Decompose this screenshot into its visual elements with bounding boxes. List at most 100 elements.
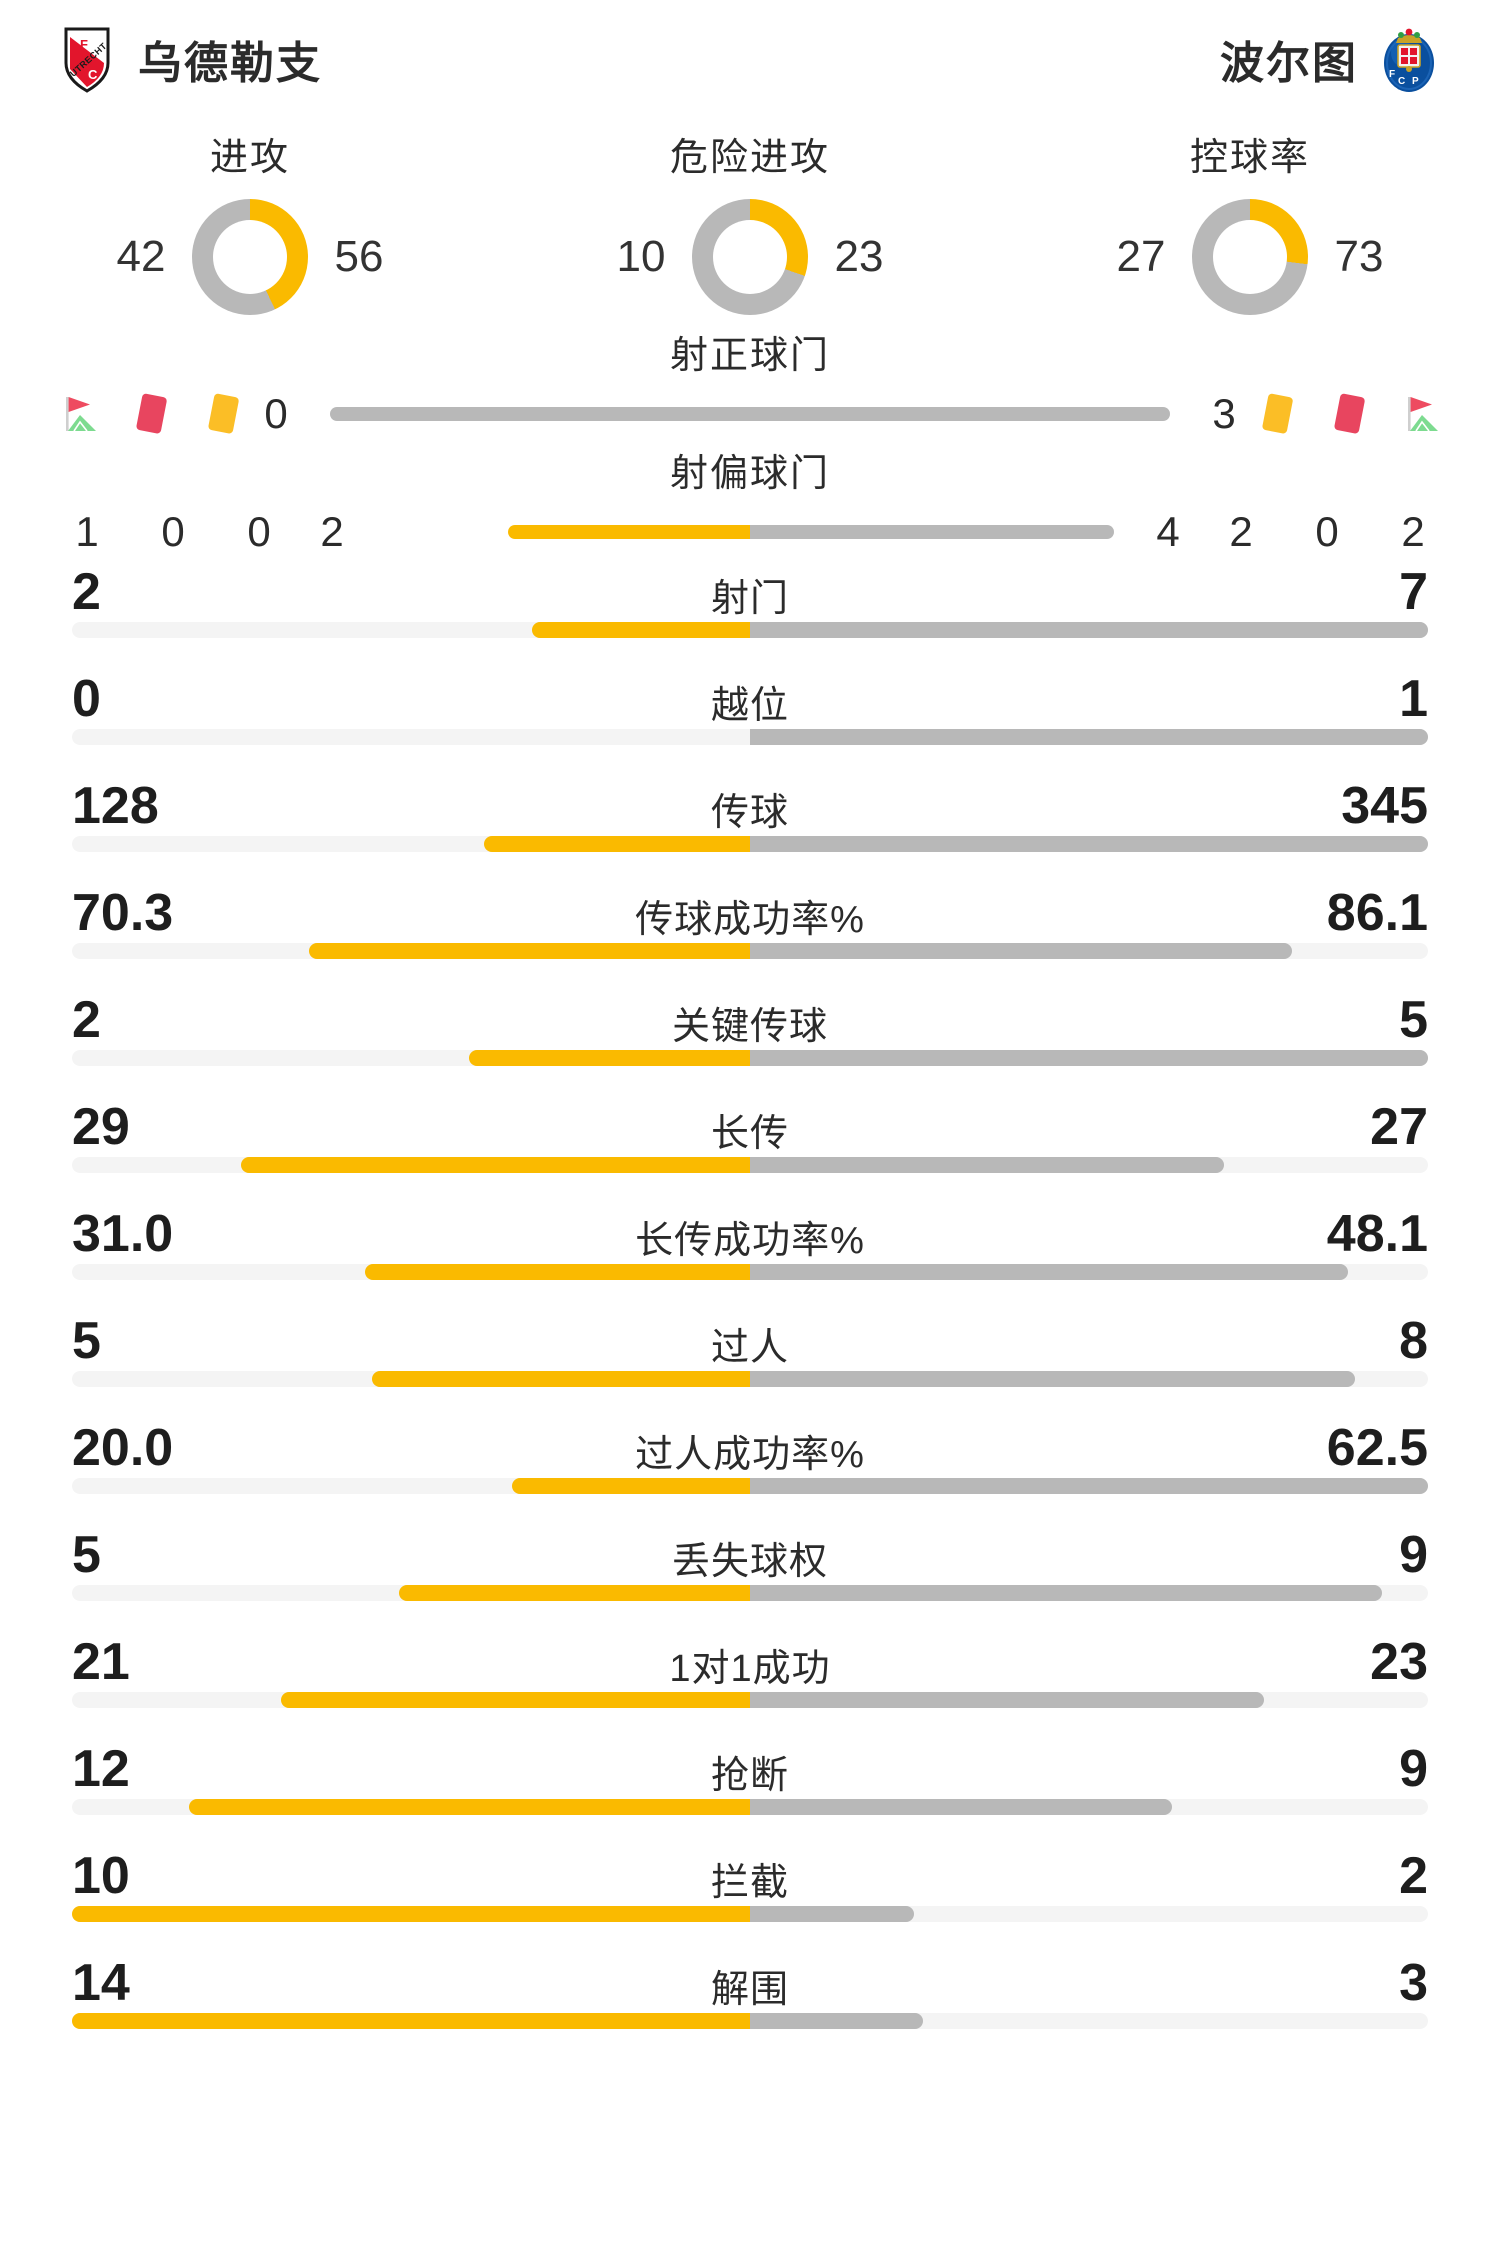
fc-porto-crest-icon: F C P: [1380, 23, 1438, 95]
away-team[interactable]: 波尔图 F C P: [1220, 23, 1438, 95]
shots-off-target-home: 2: [320, 508, 344, 555]
shots-on-target-home: 0: [264, 390, 288, 437]
yellow-card-icon: [208, 393, 239, 434]
away-red-cards-count: 0: [1315, 508, 1339, 555]
bar-home-fill: [371, 1371, 750, 1387]
stat-row: 20.0 过人成功率% 62.5: [0, 1406, 1500, 1513]
bar-away-fill: [750, 622, 1428, 638]
donut-stat-attack: 进攻 42 56: [0, 126, 500, 318]
stat-row: 70.3 传球成功率% 86.1: [0, 871, 1500, 978]
donut-home-value: 27: [1116, 232, 1166, 281]
stat-row: 5 过人 8: [0, 1299, 1500, 1406]
away-discipline-icons: [1254, 389, 1500, 439]
stat-away-value: 48.1: [1326, 1205, 1428, 1263]
bar-home-fill: [240, 1157, 750, 1173]
stat-home-value: 14: [72, 1954, 130, 2012]
bar-away-fill: [750, 1050, 1428, 1066]
shots-on-target-label: 射正球门: [669, 335, 830, 377]
away-corners-count: 2: [1401, 508, 1425, 555]
stat-label: 1对1成功: [669, 1648, 831, 1690]
stat-away-value: 345: [1341, 777, 1428, 835]
svg-text:F: F: [1389, 69, 1395, 80]
home-team[interactable]: F C UTRECHT 乌德勒支: [58, 23, 322, 95]
donut-title: 进攻: [209, 137, 290, 179]
stat-bar: [72, 1906, 1428, 1922]
donut-stat-possession: 控球率 27 73: [1000, 126, 1500, 318]
stat-bar: [72, 1050, 1428, 1066]
stat-bar: [72, 1692, 1428, 1708]
bar-away-fill: [750, 1585, 1383, 1601]
red-card-icon: [1334, 393, 1365, 434]
bar-home-fill: [188, 1799, 750, 1815]
stat-label: 过人成功率%: [635, 1434, 865, 1476]
stat-away-value: 1: [1399, 670, 1428, 728]
stat-bar: [72, 1585, 1428, 1601]
stat-bar: [72, 2013, 1428, 2029]
stat-home-value: 70.3: [72, 884, 174, 942]
shots-on-target-row: 0 3: [0, 384, 1500, 444]
donut-title: 危险进攻: [669, 137, 830, 179]
stat-away-value: 86.1: [1326, 884, 1428, 942]
donut-chart: [692, 199, 808, 315]
fc-utrecht-crest-icon: F C UTRECHT: [58, 23, 116, 95]
stat-away-value: 27: [1370, 1098, 1428, 1156]
home-discipline-counts: 1 0 0: [0, 508, 302, 556]
stat-label: 拦截: [710, 1862, 789, 1904]
bar-home-fill: [468, 1050, 750, 1066]
stat-home-value: 0: [72, 670, 101, 728]
bar-home-fill: [308, 943, 750, 959]
donut-title: 控球率: [1189, 137, 1310, 179]
stat-row: 2 关键传球 5: [0, 978, 1500, 1085]
bar-away-fill: [750, 729, 1428, 745]
stat-row: 5 丢失球权 9: [0, 1513, 1500, 1620]
stat-away-value: 9: [1399, 1740, 1428, 1798]
bar-away-fill: [750, 525, 1114, 539]
stat-label: 关键传球: [671, 1006, 828, 1048]
stats-list: 2 射门 7 0 越位 1 128 传球 345 70.3 传球成功率% 86.1 2 关键传球 5 29 长传…: [0, 550, 1500, 2048]
donut-stat-dangerous-attack: 危险进攻 10 23: [500, 126, 1000, 318]
donut-chart: [192, 199, 308, 315]
stat-label: 过人: [710, 1327, 789, 1369]
bar-away-fill: [750, 2013, 924, 2029]
stat-row: 12 抢断 9: [0, 1727, 1500, 1834]
stat-label: 射门: [710, 578, 789, 620]
bar-away-fill: [750, 1692, 1265, 1708]
svg-text:P: P: [1412, 76, 1419, 87]
stat-away-value: 23: [1370, 1633, 1428, 1691]
bar-home-fill: [531, 622, 750, 638]
bar-home-fill: [483, 836, 750, 852]
shots-off-target-label: 射偏球门: [669, 453, 830, 495]
stat-home-value: 2: [72, 563, 101, 621]
bar-away-fill: [750, 407, 1170, 421]
svg-text:F: F: [80, 37, 88, 52]
cards-and-shots-strip: 射正球门 0 3: [0, 318, 1500, 555]
bar-away-fill: [750, 1264, 1348, 1280]
shots-off-target-row: 1 0 0 2 4 2 0 2: [0, 502, 1500, 562]
donut-stats-row: 进攻 42 56 危险进攻 10 23 控球率 27 73: [0, 118, 1500, 318]
stat-home-value: 21: [72, 1633, 130, 1691]
stat-label: 解围: [710, 1969, 789, 2011]
stat-away-value: 7: [1399, 563, 1428, 621]
donut-away-value: 23: [834, 232, 884, 281]
stat-home-value: 20.0: [72, 1419, 174, 1477]
bar-home-fill: [364, 1264, 750, 1280]
stat-label: 抢断: [710, 1755, 789, 1797]
home-discipline-icons: [0, 389, 246, 439]
shots-off-target-bar: [386, 525, 1114, 539]
stat-row: 128 传球 345: [0, 764, 1500, 871]
away-discipline-counts: 2 0 2: [1198, 508, 1500, 556]
stat-bar: [72, 943, 1428, 959]
home-yellow-cards-count: 0: [247, 508, 271, 555]
match-header: F C UTRECHT 乌德勒支 波尔图: [0, 0, 1500, 118]
stat-label: 传球成功率%: [635, 899, 865, 941]
home-corners-count: 1: [75, 508, 99, 555]
stat-home-value: 5: [72, 1526, 101, 1584]
bar-away-fill: [750, 1478, 1428, 1494]
stat-row: 0 越位 1: [0, 657, 1500, 764]
stat-label: 长传成功率%: [635, 1220, 865, 1262]
bar-home-fill: [512, 1478, 750, 1494]
red-card-icon: [136, 393, 167, 434]
bar-away-fill: [750, 1157, 1224, 1173]
shots-on-target-away: 3: [1212, 390, 1236, 437]
stat-label: 越位: [710, 685, 789, 727]
